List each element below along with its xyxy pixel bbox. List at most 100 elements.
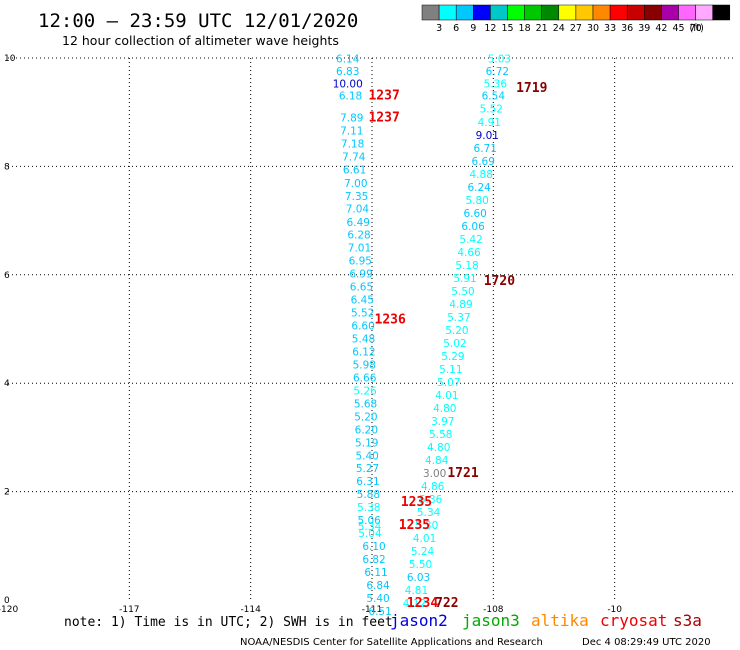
x-tick-label: -120 (0, 605, 18, 615)
colorbar-label: 27 (570, 23, 582, 34)
swh-value-label: 5.58 (429, 429, 452, 441)
swh-value-label: 6.66 (353, 373, 377, 385)
colorbar-swatch (455, 4, 474, 21)
swh-value-label: 7.11 (340, 125, 363, 137)
swh-value-label: 5.98 (353, 360, 376, 372)
swh-value-label: 6.60 (351, 321, 374, 333)
pass-time-label: 1235 (399, 518, 430, 533)
swh-value-label: 7.89 (340, 112, 363, 124)
colorbar-label: 6 (453, 23, 459, 34)
swh-value-label: 5.04 (358, 528, 382, 540)
swh-value-label: 5.20 (445, 325, 468, 337)
x-tick-label: -10 (607, 605, 622, 615)
colorbar-swatch (626, 4, 645, 21)
colorbar-label: 18 (519, 23, 531, 34)
pass-time-label: 1234 (407, 596, 438, 611)
colorbar-swatch (438, 4, 457, 21)
chart-title: 12:00 — 23:59 UTC 12/01/2020 (38, 10, 358, 32)
swh-value-label: 6.11 (364, 567, 387, 579)
chart-subtitle: 12 hour collection of altimeter wave hei… (62, 33, 339, 48)
pass-time-label: 722 (435, 596, 458, 611)
pass-time-label: 1237 (368, 110, 399, 125)
x-tick-label: -117 (119, 605, 139, 615)
swh-value-label: 5.88 (357, 489, 380, 501)
colorbar-swatch (541, 4, 560, 21)
swh-value-label: 6.69 (472, 156, 495, 168)
colorbar-swatch (558, 4, 577, 21)
swh-value-label: 4.01 (435, 390, 458, 402)
satellite-legend-jason2: jason2 (390, 611, 448, 630)
note-text: note: 1) Time is in UTC; 2) SWH is in fe… (64, 615, 393, 630)
swh-value-label: 5.38 (357, 502, 380, 514)
swh-value-label: 5.68 (354, 399, 377, 411)
swh-value-label: 6.10 (362, 541, 385, 553)
swh-value-label: 5.03 (488, 53, 511, 65)
pass-time-label: 1236 (375, 313, 406, 328)
swh-value-label: 5.34 (417, 507, 441, 519)
swh-value-label: 6.14 (336, 53, 360, 65)
swh-value-label: 6.84 (366, 580, 390, 592)
swh-value-label: 7.74 (342, 151, 366, 163)
swh-value-label: 5.29 (441, 351, 464, 363)
pass-time-label: 1237 (368, 89, 399, 104)
pass-time-label: 1235 (401, 495, 432, 510)
swh-value-label: 5.52 (480, 104, 503, 116)
colorbar-swatch (678, 4, 696, 21)
swh-value-label: 6.18 (339, 91, 362, 103)
colorbar-label: 45 (672, 23, 684, 34)
swh-value-label: 6.82 (362, 554, 385, 566)
x-tick-label: -114 (240, 605, 261, 615)
credit-text: NOAA/NESDIS Center for Satellite Applica… (240, 637, 543, 648)
swh-value-label: 5.91 (453, 273, 476, 285)
colorbar-swatch (695, 4, 713, 21)
swh-value-label: 4.86 (421, 481, 445, 493)
swh-value-label: 5.37 (447, 312, 470, 324)
colorbar-swatch (644, 4, 662, 21)
swh-value-label: 5.24 (411, 546, 435, 558)
satellite-legend-jason3: jason3 (462, 611, 520, 630)
swh-value-label: 6.71 (474, 143, 497, 155)
colorbar-swatch (712, 4, 731, 21)
colorbar-label: 9 (470, 23, 476, 34)
colorbar-label: (ft) (690, 23, 704, 34)
swh-value-label: 7.04 (346, 203, 370, 215)
colorbar-swatch (421, 4, 440, 21)
swh-value-label: 5.50 (409, 559, 432, 571)
swh-value-label: 6.72 (486, 66, 509, 78)
plot-grid (8, 57, 736, 600)
swh-value-label: 5.30 (415, 520, 438, 532)
swh-value-label: 5.40 (355, 451, 378, 463)
swh-value-label: 4.81 (405, 585, 428, 597)
swh-value-label: 4.88 (470, 169, 493, 181)
swh-value-label: 4.80 (433, 403, 456, 415)
swh-value-label: 6.49 (347, 217, 370, 229)
swh-value-label: 4.89 (449, 299, 472, 311)
swh-value-label: 5.52 (351, 308, 374, 320)
colorbar-label: 21 (536, 23, 548, 34)
colorbar-swatch (575, 4, 594, 21)
swh-value-label: 5.42 (459, 234, 482, 246)
colorbar-swatch (592, 4, 611, 21)
colorbar-label: 12 (484, 23, 496, 34)
colorbar-swatch (524, 4, 542, 21)
swh-value-label: 5.07 (437, 377, 460, 389)
swh-value-label: 9.01 (476, 130, 499, 142)
y-tick-label: 10 (4, 54, 16, 64)
swh-value-label: 5.20 (354, 412, 377, 424)
swh-value-label: 6.51 (368, 606, 391, 618)
swh-value-label: 5.06 (357, 515, 381, 527)
swh-value-label: 7.35 (345, 191, 368, 203)
y-tick-label: 0 (4, 596, 10, 606)
swh-value-label: 6.61 (343, 164, 366, 176)
y-tick-label: 2 (4, 488, 10, 498)
satellite-legend-s3a: s3a (673, 611, 702, 630)
swh-value-label: 5.50 (451, 286, 474, 298)
timestamp-text: Dec 4 08:29:49 UTC 2020 (582, 637, 711, 648)
colorbar-label: 33 (604, 23, 616, 34)
swh-value-label: 4.12 (403, 598, 426, 610)
swh-value-label: 6.60 (463, 208, 486, 220)
swh-value-label: 6.31 (356, 476, 379, 488)
y-tick-label: 8 (4, 162, 10, 172)
y-tick-label: 4 (4, 379, 10, 389)
